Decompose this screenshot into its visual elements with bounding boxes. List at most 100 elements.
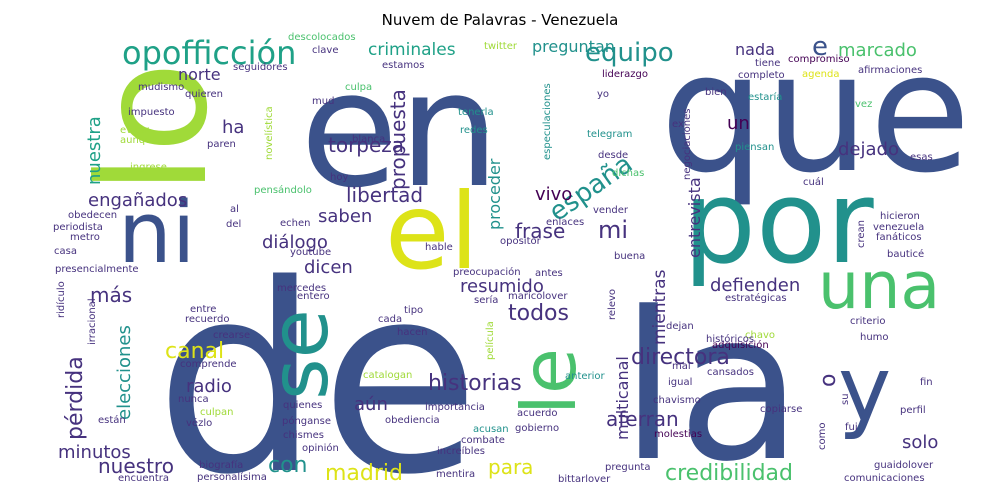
cloud-word: ha — [222, 117, 244, 138]
cloud-word: esas — [910, 152, 933, 163]
cloud-word: venezuela — [873, 222, 924, 233]
cloud-word: cada — [378, 314, 402, 325]
cloud-word: o — [816, 374, 841, 387]
cloud-word: seguidores — [233, 62, 288, 73]
cloud-word: piensan — [735, 142, 774, 153]
cloud-word: mientras — [650, 269, 670, 345]
cloud-word: proceder — [485, 158, 504, 230]
cloud-word: al — [230, 204, 239, 215]
cloud-word: fin — [920, 377, 933, 388]
cloud-word: quienes — [283, 400, 322, 411]
cloud-word: ridículo — [55, 281, 67, 318]
cloud-word: dejado — [838, 139, 899, 160]
cloud-word: criminales — [368, 40, 456, 60]
cloud-word: mudismo — [138, 82, 184, 93]
cloud-word: preocupación — [453, 266, 521, 278]
cloud-word: presencialmente — [55, 264, 139, 275]
cloud-word: hoy — [330, 172, 348, 183]
cloud-word: más — [90, 283, 132, 307]
cloud-word: nada — [735, 40, 775, 59]
cloud-word: entre — [190, 304, 216, 315]
cloud-word: buena — [614, 251, 645, 262]
cloud-word: enlaces — [546, 217, 584, 228]
cloud-word: relevo — [607, 289, 618, 320]
cloud-word: estratégicas — [725, 292, 787, 304]
cloud-word: del — [226, 219, 241, 230]
cloud-word: pregunta — [605, 462, 650, 473]
cloud-word: perfil — [900, 405, 926, 416]
cloud-word: para — [488, 455, 533, 479]
cloud-word: estamos — [382, 60, 424, 71]
cloud-word: criterio — [850, 316, 885, 327]
cloud-word: el — [385, 171, 479, 293]
cloud-word: engañados — [88, 190, 187, 211]
cloud-word: fui — [845, 422, 858, 433]
cloud-word: casa — [54, 246, 77, 257]
cloud-word: madrid — [325, 461, 403, 486]
cloud-word: twitter — [484, 41, 518, 52]
cloud-word: negociaciones — [682, 109, 693, 180]
cloud-word: opofficción — [122, 34, 296, 72]
cloud-word: crean — [856, 220, 867, 248]
cloud-word: un — [727, 113, 750, 134]
cloud-word: una — [818, 249, 940, 324]
cloud-word: saben — [318, 206, 372, 227]
cloud-word: bittarlover — [558, 474, 611, 485]
cloud-word: opositor — [500, 236, 542, 247]
cloud-word: nuestra — [84, 116, 105, 185]
cloud-word: minutos — [58, 442, 131, 463]
cloud-word: credibilidad — [665, 461, 793, 486]
cloud-word: de — [155, 230, 480, 500]
cloud-word: estaría — [748, 91, 782, 103]
cloud-word: irracional — [87, 298, 98, 345]
cloud-word: ingrese — [130, 162, 167, 173]
cloud-word: multicanal — [613, 356, 632, 440]
cloud-word: solo — [902, 432, 938, 453]
cloud-word: mercedes — [277, 283, 326, 294]
cloud-word: la — [620, 269, 803, 500]
cloud-word: molestias — [654, 429, 702, 440]
cloud-word: se — [253, 309, 346, 400]
cloud-word: agenda — [802, 69, 839, 80]
cloud-word: fanáticos — [876, 231, 922, 243]
cloud-word: pónganse — [282, 415, 331, 427]
cloud-word: su — [840, 393, 851, 405]
cloud-word: combate — [461, 435, 505, 446]
cloud-word: mud — [312, 96, 334, 107]
cloud-word: periodista — [53, 222, 103, 233]
cloud-word: propuesta — [386, 89, 410, 190]
cloud-word: anterior — [565, 371, 606, 382]
cloud-word: bauticé — [887, 248, 924, 260]
cloud-word: dejan — [666, 321, 694, 332]
cloud-word: ex — [672, 119, 684, 130]
cloud-word: desde — [598, 150, 628, 161]
cloud-word: increíbles — [437, 445, 485, 457]
cloud-word: canal — [165, 339, 224, 364]
cloud-word: hicieron — [880, 211, 920, 222]
cloud-word: sería — [474, 294, 498, 306]
cloud-word: frase — [515, 219, 565, 243]
cloud-word: radio — [186, 376, 232, 397]
cloud-word: vézlo — [186, 417, 212, 429]
cloud-word: película — [484, 321, 496, 360]
cloud-word: vez — [855, 99, 872, 110]
cloud-word: afirmaciones — [858, 65, 922, 76]
cloud-word: preguntan — [532, 37, 615, 56]
cloud-word: blanca — [352, 134, 385, 145]
cloud-word: obedecen — [68, 210, 117, 221]
cloud-word: descolocados — [288, 32, 356, 43]
cloud-word: y — [838, 337, 891, 442]
cloud-word: redes — [460, 125, 488, 136]
cloud-word: todos — [508, 301, 569, 326]
cloud-word: entrevista — [685, 177, 704, 258]
cloud-word: biografía — [199, 459, 243, 471]
cloud-word: adquisición — [712, 339, 769, 351]
cloud-word: aunque — [120, 135, 158, 146]
cloud-word: antes — [535, 268, 563, 279]
cloud-word: lo — [67, 62, 241, 195]
cloud-word: directora — [631, 345, 730, 370]
cloud-word: mal — [672, 361, 691, 372]
cloud-word: aún — [354, 394, 388, 415]
cloud-word: igual — [668, 377, 692, 388]
